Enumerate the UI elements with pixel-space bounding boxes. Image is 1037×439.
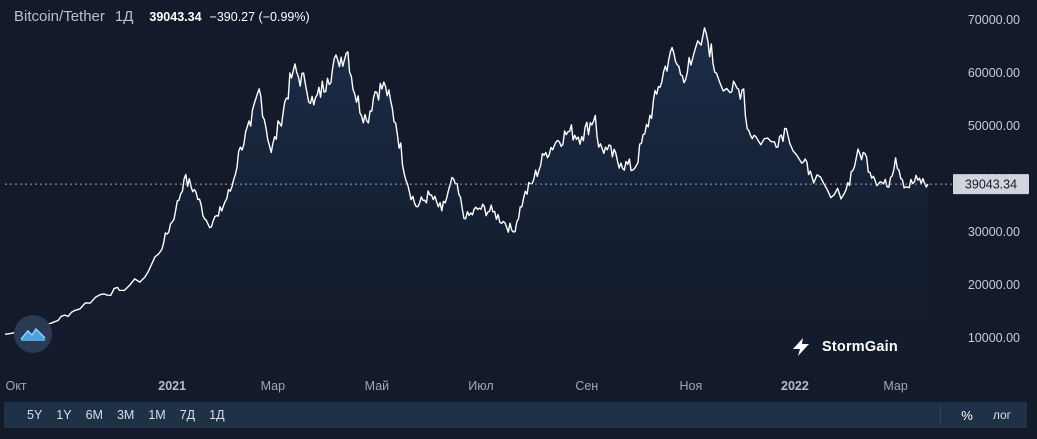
percent-scale-button[interactable]: % xyxy=(961,407,973,423)
range-button[interactable]: 5Y xyxy=(27,408,43,422)
log-scale-button[interactable]: лог xyxy=(992,408,1011,422)
price-change: −390.27 (−0.99%) xyxy=(209,10,310,24)
price-area xyxy=(5,27,928,397)
range-buttons: 5Y 1Y 6M 3M 1M 7Д 1Д xyxy=(20,402,232,428)
last-price: 39043.34 xyxy=(149,10,202,24)
y-tick-label: 10000.00 xyxy=(968,331,1020,345)
last-price-tag: 39043.34 xyxy=(953,174,1029,195)
range-button[interactable]: 1Д xyxy=(209,408,225,422)
y-tick-label: 70000.00 xyxy=(968,13,1020,27)
brand-name: StormGain xyxy=(822,339,898,355)
bottom-toolbar: 5Y 1Y 6M 3M 1M 7Д 1Д % лог xyxy=(4,402,1027,428)
y-tick-label: 60000.00 xyxy=(968,66,1020,80)
chart-logo-icon xyxy=(14,315,52,353)
lightning-icon xyxy=(793,338,809,356)
y-tick-label: 20000.00 xyxy=(968,278,1020,292)
range-button[interactable]: 7Д xyxy=(179,408,196,422)
price-line xyxy=(4,27,929,335)
y-tick-label: 30000.00 xyxy=(968,225,1020,239)
brand-watermark: StormGain xyxy=(790,336,898,358)
toolbar-divider xyxy=(940,406,942,424)
scale-options: % лог xyxy=(940,406,1011,424)
range-button[interactable]: 1M xyxy=(148,408,166,422)
timeframe-label[interactable]: 1Д xyxy=(114,8,134,25)
last-price-tag-label: 39043.34 xyxy=(965,178,1017,192)
symbol-name[interactable]: Bitcoin/Tether xyxy=(14,8,105,25)
range-button[interactable]: 1Y xyxy=(56,408,72,422)
range-button[interactable]: 3M xyxy=(116,408,135,422)
chart-legend: Bitcoin/Tether 1Д 39043.34 −390.27 (−0.9… xyxy=(14,8,310,25)
y-tick-label: 50000.00 xyxy=(968,119,1020,133)
range-button[interactable]: 6M xyxy=(85,408,103,422)
